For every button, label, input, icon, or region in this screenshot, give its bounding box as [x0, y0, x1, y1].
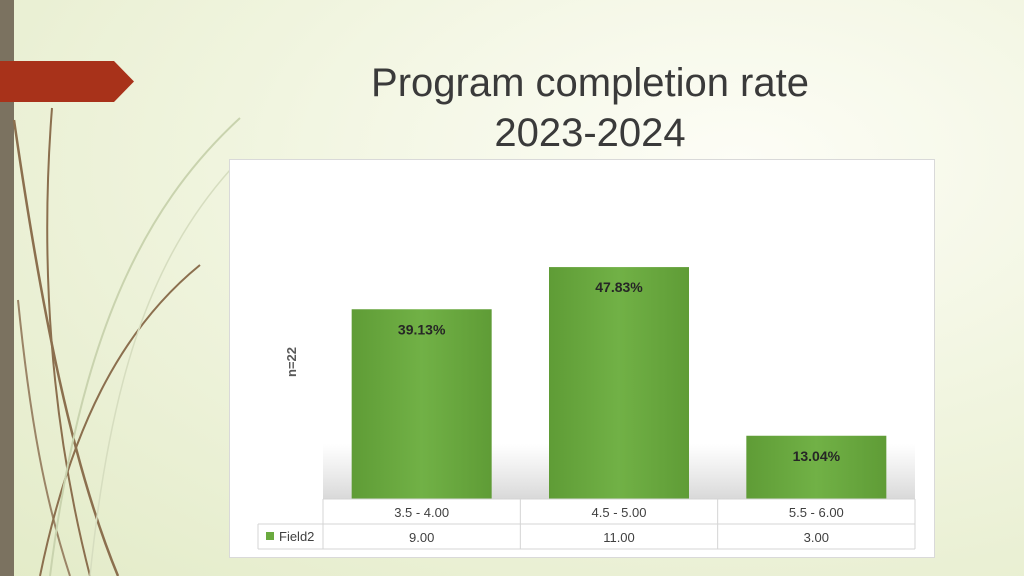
grass-decoration [12, 107, 241, 576]
bar-3 [746, 435, 887, 499]
chart-container: 39.13% 47.83% 13.04% n=22 3.5 - 4.00 4.5 - … [229, 159, 935, 558]
data-label-1: 39.13% [398, 321, 446, 337]
category-label-2: 4.5 - 5.00 [592, 505, 647, 520]
slide-title: Program completion rate 2023-2024 [330, 58, 850, 158]
legend-key [266, 532, 274, 540]
bar-2 [549, 267, 689, 499]
category-label-1: 3.5 - 4.00 [394, 505, 449, 520]
title-line-2: 2023-2024 [494, 111, 686, 155]
data-label-3: 13.04% [793, 448, 841, 464]
legend-series-name: Field2 [279, 529, 314, 544]
bar-1 [351, 309, 492, 499]
y-axis-label: n=22 [284, 347, 299, 377]
bar-chart: 39.13% 47.83% 13.04% n=22 3.5 - 4.00 4.5 - … [257, 267, 916, 550]
slide-sidebar [0, 0, 14, 576]
data-label-2: 47.83% [595, 279, 643, 295]
title-accent-arrow [0, 61, 134, 102]
title-line-1: Program completion rate [371, 61, 809, 105]
table-value-1: 9.00 [409, 530, 434, 545]
table-value-2: 11.00 [603, 530, 635, 545]
category-label-3: 5.5 - 6.00 [789, 505, 844, 520]
table-value-3: 3.00 [804, 530, 829, 545]
